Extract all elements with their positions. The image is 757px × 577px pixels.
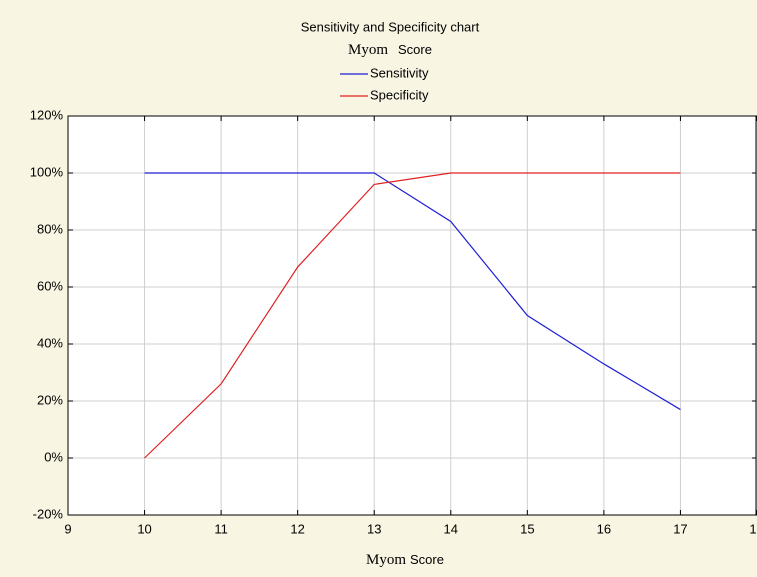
subtitle-part: Score (398, 42, 432, 57)
y-tick-label: 20% (37, 392, 63, 407)
legend-label: Specificity (370, 87, 429, 102)
plot-area (68, 116, 756, 515)
x-tick-label: 16 (597, 521, 611, 536)
x-tick-label: 9 (64, 521, 71, 536)
x-label-part: Myom (366, 552, 406, 568)
y-tick-label: 100% (30, 164, 64, 179)
subtitle-part: Myom (348, 42, 388, 58)
y-tick-label: 120% (30, 107, 64, 122)
line-series (144, 172, 681, 459)
chart-subtitle: Myom Score (348, 42, 432, 58)
x-label-part: Score (410, 552, 444, 567)
x-tick-label: 14 (444, 521, 458, 536)
legend-label: Sensitivity (370, 65, 429, 80)
y-tick-label: 0% (44, 449, 63, 464)
x-tick-label: 10 (137, 521, 151, 536)
x-tick-label: 17 (673, 521, 687, 536)
y-tick-label: 80% (37, 221, 63, 236)
y-tick-label: 40% (37, 335, 63, 350)
line-series (144, 172, 681, 411)
x-tick-label: 1 (749, 521, 756, 536)
x-tick-label: 11 (214, 521, 228, 536)
x-tick-label: 13 (367, 521, 381, 536)
x-axis-label: Myom Score (366, 552, 444, 568)
x-tick-label: 12 (290, 521, 304, 536)
y-tick-label: 60% (37, 278, 63, 293)
y-tick-label: -20% (33, 506, 64, 521)
plot-frame (67, 115, 757, 516)
chart-title: Sensitivity and Specificity chart (301, 19, 480, 34)
x-tick-label: 15 (520, 521, 534, 536)
